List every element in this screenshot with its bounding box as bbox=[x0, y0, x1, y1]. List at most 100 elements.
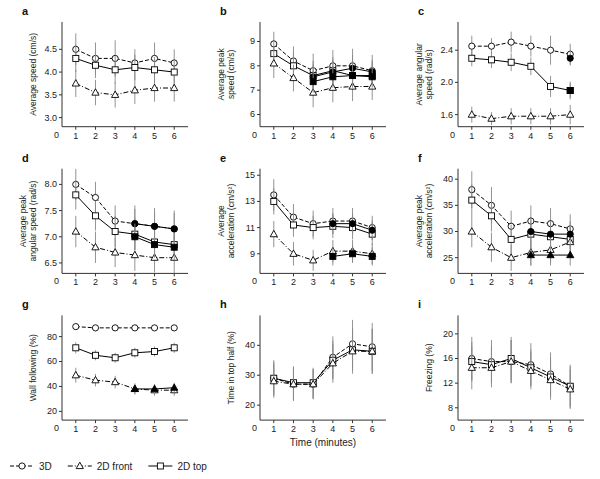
y-axis-label-line: speed (rad/s) bbox=[424, 49, 434, 99]
series-line bbox=[274, 44, 372, 71]
point bbox=[171, 325, 177, 331]
series bbox=[310, 63, 375, 92]
point bbox=[112, 67, 118, 73]
point bbox=[72, 371, 79, 377]
x-tick bbox=[313, 127, 314, 130]
y-tick-label: 9 bbox=[250, 249, 255, 259]
x-tick bbox=[570, 420, 571, 423]
legend-label: 2D front bbox=[97, 461, 133, 472]
x-tick-label: 5 bbox=[548, 277, 553, 287]
y-tick-label: 40 bbox=[443, 174, 453, 184]
point bbox=[73, 192, 79, 198]
y-axis-label-line: Average peak bbox=[18, 194, 28, 247]
series-line bbox=[274, 201, 372, 234]
y-tick bbox=[257, 375, 260, 376]
plot-area bbox=[468, 171, 574, 270]
point bbox=[488, 364, 495, 370]
y-tick-label: 16 bbox=[443, 353, 453, 363]
x-tick bbox=[75, 273, 76, 276]
y-tick-label: 8 bbox=[448, 403, 453, 413]
series-line bbox=[76, 83, 174, 94]
point bbox=[171, 69, 177, 75]
y-tick bbox=[59, 72, 62, 73]
x-tick bbox=[570, 127, 571, 130]
panel: 6.57.07.58.01234560Average peakangular s… bbox=[18, 152, 188, 288]
y-tick bbox=[455, 50, 458, 51]
series bbox=[567, 51, 573, 65]
y-tick bbox=[59, 117, 62, 118]
x-tick-label: 3 bbox=[509, 131, 514, 141]
point bbox=[567, 55, 573, 61]
point bbox=[310, 225, 316, 231]
y-tick-label: 7.5 bbox=[44, 206, 57, 216]
panel-title: c bbox=[418, 5, 424, 17]
x-axis-line bbox=[260, 273, 386, 274]
x-tick bbox=[154, 273, 155, 276]
point bbox=[567, 231, 573, 237]
x-tick-label: 6 bbox=[370, 131, 375, 141]
point bbox=[290, 74, 297, 80]
series bbox=[469, 50, 573, 99]
legend: 3D2D front2D top bbox=[10, 461, 207, 472]
y-tick bbox=[59, 411, 62, 412]
point bbox=[468, 228, 475, 234]
point bbox=[92, 376, 99, 382]
point bbox=[92, 194, 98, 200]
point bbox=[469, 197, 475, 203]
x-tick-label: 5 bbox=[152, 131, 157, 141]
x-tick bbox=[372, 273, 373, 276]
y-axis-label: Average peakangular speed (rad/s) bbox=[18, 180, 38, 261]
x-axis-line bbox=[458, 273, 584, 274]
plot-area bbox=[72, 33, 178, 107]
x-tick-label: 3 bbox=[509, 277, 514, 287]
x-tick bbox=[273, 273, 274, 276]
x-tick bbox=[332, 127, 333, 130]
panel: 253035401234560Average peakacceleration … bbox=[414, 152, 584, 288]
point bbox=[151, 385, 158, 391]
point bbox=[152, 349, 158, 355]
x-tick bbox=[174, 273, 175, 276]
point bbox=[330, 221, 336, 227]
y-axis-label-line: angular speed (rad/s) bbox=[28, 180, 38, 261]
y-axis-label-line: Freezing (%) bbox=[424, 343, 434, 392]
series bbox=[468, 216, 574, 271]
series-line bbox=[472, 42, 570, 54]
point bbox=[152, 67, 158, 73]
x-tick-label: 1 bbox=[73, 277, 78, 287]
x-tick-label: 2 bbox=[93, 277, 98, 287]
series bbox=[528, 218, 574, 247]
series-line bbox=[76, 195, 174, 245]
point bbox=[567, 251, 574, 257]
point bbox=[508, 112, 515, 118]
x-tick bbox=[352, 273, 353, 276]
x-tick-label: 4 bbox=[528, 277, 533, 287]
x-tick bbox=[511, 420, 512, 423]
x-tick-label: 2 bbox=[93, 131, 98, 141]
x-tick-label: 4 bbox=[330, 131, 335, 141]
x-tick-label: 1 bbox=[469, 277, 474, 287]
point bbox=[548, 83, 554, 89]
series-line bbox=[76, 49, 174, 63]
x-tick bbox=[372, 420, 373, 423]
point bbox=[528, 63, 534, 69]
point bbox=[567, 111, 574, 117]
y-axis-label-line: speed (cm/s) bbox=[226, 50, 236, 99]
annotation: 0 bbox=[54, 423, 59, 433]
x-tick bbox=[273, 127, 274, 130]
figure: 3.03.54.04.51234560Average speed (cm/s)a… bbox=[0, 0, 600, 479]
point bbox=[270, 377, 277, 383]
y-tick bbox=[59, 361, 62, 362]
point bbox=[468, 111, 475, 117]
y-tick bbox=[455, 383, 458, 384]
series-line bbox=[76, 327, 174, 328]
point bbox=[92, 352, 98, 358]
y-tick bbox=[455, 407, 458, 408]
series bbox=[271, 32, 376, 88]
x-tick bbox=[530, 273, 531, 276]
y-tick-label: 4.0 bbox=[44, 67, 57, 77]
series-line bbox=[135, 237, 174, 247]
x-tick bbox=[154, 420, 155, 423]
point bbox=[112, 378, 119, 384]
x-tick-label: 4 bbox=[330, 277, 335, 287]
y-tick-label: 4.5 bbox=[44, 44, 57, 54]
